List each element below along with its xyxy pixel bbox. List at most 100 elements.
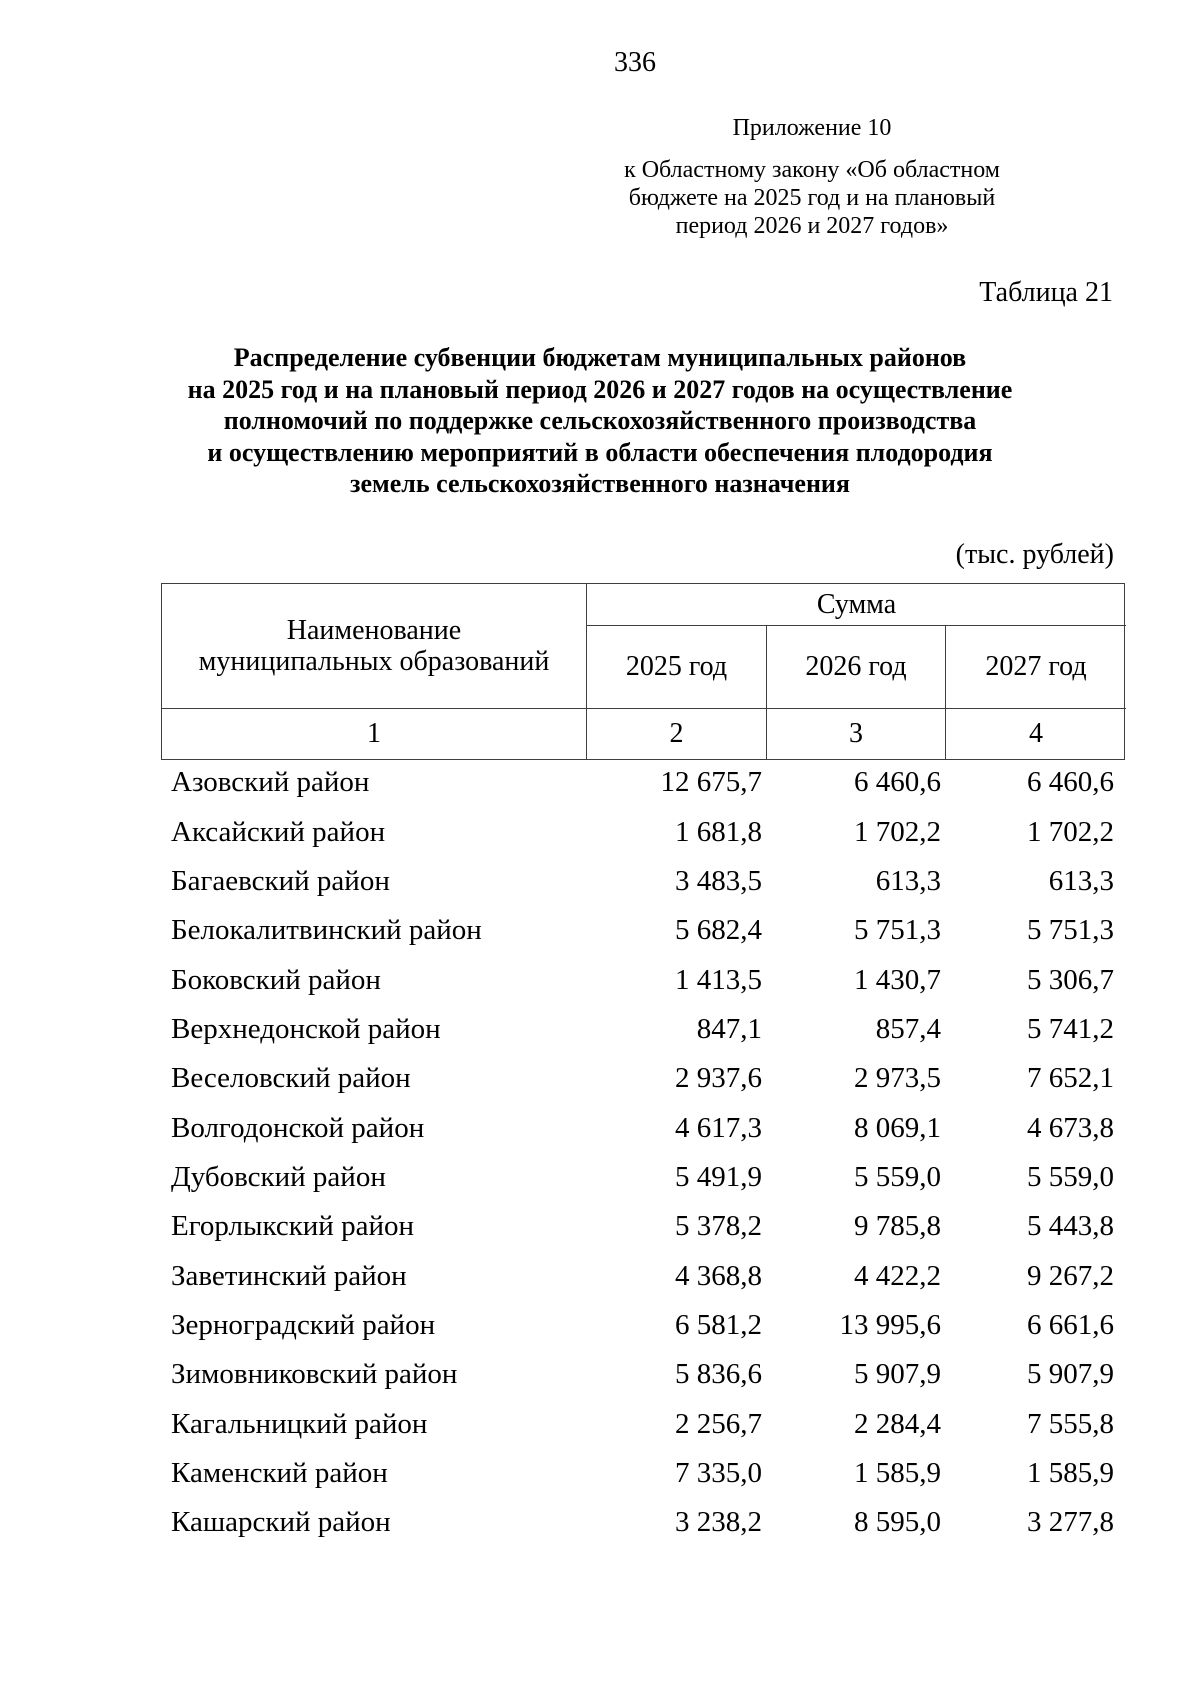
value-2027: 6 460,6 xyxy=(1027,766,1114,799)
title-line: земель сельскохозяйственного назначения xyxy=(350,469,850,499)
district-name: Кагальницкий район xyxy=(171,1407,428,1440)
title-line: полномочий по поддержке сельскохозяйстве… xyxy=(223,406,977,436)
value-2025: 5 378,2 xyxy=(675,1210,762,1243)
appendix-law-line: бюджете на 2025 год и на плановый xyxy=(628,185,996,211)
value-2026: 5 559,0 xyxy=(854,1160,941,1193)
district-name: Волгодонской район xyxy=(171,1111,425,1144)
column-number-2: 2 xyxy=(587,708,767,759)
value-2026: 4 422,2 xyxy=(854,1259,941,1292)
value-2026: 9 785,8 xyxy=(854,1210,941,1243)
district-name: Дубовский район xyxy=(171,1160,386,1193)
value-2025: 1 413,5 xyxy=(675,963,762,996)
value-2025: 4 617,3 xyxy=(675,1111,762,1144)
district-name: Веселовский район xyxy=(171,1062,411,1095)
table-row: Боковский район 1 413,5 1 430,7 5 306,7 xyxy=(161,955,1125,1004)
value-2025: 847,1 xyxy=(696,1012,762,1045)
value-2025: 6 581,2 xyxy=(675,1308,762,1341)
appendix-block: Приложение 10 к Областному закону «Об об… xyxy=(598,114,1026,240)
value-2026: 5 907,9 xyxy=(854,1358,941,1391)
table-caption: Таблица 21 xyxy=(979,277,1113,308)
table-row: Зерноградский район 6 581,2 13 995,6 6 6… xyxy=(161,1301,1125,1350)
table-header: Наименование муниципальных образований С… xyxy=(161,583,1126,760)
district-name: Аксайский район xyxy=(171,815,386,848)
table-row: Волгодонской район 4 617,3 8 069,1 4 673… xyxy=(161,1103,1125,1152)
value-2027: 9 267,2 xyxy=(1027,1259,1114,1292)
column-header-2025: 2025 год xyxy=(587,626,767,708)
column-header-name: Наименование муниципальных образований xyxy=(162,584,587,708)
value-2025: 4 368,8 xyxy=(675,1259,762,1292)
value-2026: 2 973,5 xyxy=(854,1062,941,1095)
value-2025: 3 238,2 xyxy=(675,1506,762,1539)
table-row: Белокалитвинский район 5 682,4 5 751,3 5… xyxy=(161,906,1125,955)
value-2027: 5 907,9 xyxy=(1027,1358,1114,1391)
value-2026: 613,3 xyxy=(875,864,941,897)
value-2027: 5 741,2 xyxy=(1027,1012,1114,1045)
value-2025: 5 491,9 xyxy=(675,1160,762,1193)
table-row: Кагальницкий район 2 256,7 2 284,4 7 555… xyxy=(161,1399,1125,1448)
district-name: Кашарский район xyxy=(171,1506,391,1539)
value-2027: 5 306,7 xyxy=(1027,963,1114,996)
value-2026: 6 460,6 xyxy=(854,766,941,799)
value-2027: 5 443,8 xyxy=(1027,1210,1114,1243)
value-2027: 5 751,3 xyxy=(1027,914,1114,947)
value-2026: 2 284,4 xyxy=(854,1407,941,1440)
table-row: Веселовский район 2 937,6 2 973,5 7 652,… xyxy=(161,1054,1125,1103)
value-2027: 1 585,9 xyxy=(1027,1456,1114,1489)
district-name: Зерноградский район xyxy=(171,1308,436,1341)
title-line: Распределение субвенции бюджетам муницип… xyxy=(233,343,967,372)
district-name: Каменский район xyxy=(171,1456,388,1489)
district-name: Заветинский район xyxy=(171,1259,407,1292)
value-2025: 7 335,0 xyxy=(675,1456,762,1489)
value-2025: 5 836,6 xyxy=(675,1358,762,1391)
table-row: Заветинский район 4 368,8 4 422,2 9 267,… xyxy=(161,1251,1125,1300)
value-2025: 5 682,4 xyxy=(675,914,762,947)
value-2027: 5 559,0 xyxy=(1027,1160,1114,1193)
units-note: (тыс. рублей) xyxy=(955,539,1114,570)
column-header-2027: 2027 год xyxy=(985,651,1087,682)
district-name: Азовский район xyxy=(171,766,370,799)
value-2027: 3 277,8 xyxy=(1027,1506,1114,1539)
value-2027: 7 555,8 xyxy=(1027,1407,1114,1440)
title-line: на 2025 год и на плановый период 2026 и … xyxy=(187,374,1013,404)
value-2026: 1 430,7 xyxy=(854,963,941,996)
district-name: Боковский район xyxy=(171,963,381,996)
column-header-sum: Сумма xyxy=(587,584,1126,626)
table-row: Аксайский район 1 681,8 1 702,2 1 702,2 xyxy=(161,807,1125,856)
table-body: Азовский район 12 675,7 6 460,6 6 460,6 … xyxy=(161,758,1125,1548)
value-2025: 12 675,7 xyxy=(660,766,763,799)
value-2025: 2 937,6 xyxy=(675,1062,762,1095)
district-name: Багаевский район xyxy=(171,864,390,897)
district-name: Зимовниковский район xyxy=(171,1358,458,1391)
district-name: Белокалитвинский район xyxy=(171,914,482,947)
value-2025: 2 256,7 xyxy=(675,1407,762,1440)
column-number-4: 4 xyxy=(946,708,1126,759)
appendix-label: Приложение 10 xyxy=(732,115,892,141)
district-name: Егорлыкский район xyxy=(171,1210,414,1243)
table-row: Азовский район 12 675,7 6 460,6 6 460,6 xyxy=(161,758,1125,807)
column-number-1: 1 xyxy=(162,708,587,759)
appendix-law-line: к Областному закону «Об областном xyxy=(624,157,1000,183)
value-2027: 7 652,1 xyxy=(1027,1062,1114,1095)
column-header-2026: 2026 год xyxy=(767,626,946,708)
appendix-law-line: период 2026 и 2027 годов» xyxy=(675,213,949,239)
value-2026: 13 995,6 xyxy=(839,1308,942,1341)
value-2026: 857,4 xyxy=(875,1012,941,1045)
value-2026: 8 595,0 xyxy=(854,1506,941,1539)
value-2026: 1 702,2 xyxy=(854,815,941,848)
document-title: Распределение субвенции бюджетам муницип… xyxy=(90,342,1110,500)
title-line: и осуществлению мероприятий в области об… xyxy=(207,437,993,467)
value-2025: 3 483,5 xyxy=(675,864,762,897)
table-row: Верхнедонской район 847,1 857,4 5 741,2 xyxy=(161,1005,1125,1054)
table-row: Зимовниковский район 5 836,6 5 907,9 5 9… xyxy=(161,1350,1125,1399)
table-row: Каменский район 7 335,0 1 585,9 1 585,9 xyxy=(161,1449,1125,1498)
table-row: Дубовский район 5 491,9 5 559,0 5 559,0 xyxy=(161,1153,1125,1202)
value-2027: 613,3 xyxy=(1048,864,1114,897)
value-2026: 8 069,1 xyxy=(854,1111,941,1144)
page-number: 336 xyxy=(614,47,656,78)
value-2026: 5 751,3 xyxy=(854,914,941,947)
value-2026: 1 585,9 xyxy=(854,1456,941,1489)
district-name: Верхнедонской район xyxy=(171,1012,441,1045)
table-row: Багаевский район 3 483,5 613,3 613,3 xyxy=(161,857,1125,906)
value-2027: 6 661,6 xyxy=(1027,1308,1114,1341)
